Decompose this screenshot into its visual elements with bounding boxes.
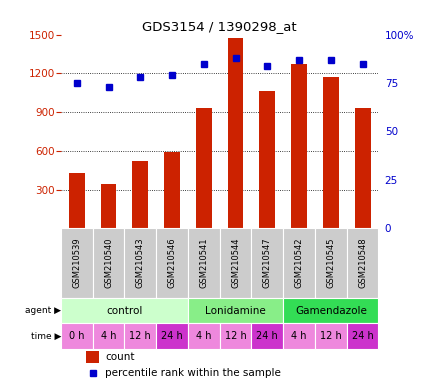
Bar — [92, 228, 124, 298]
Bar — [156, 323, 187, 349]
Text: count: count — [105, 352, 135, 362]
Text: 24 h: 24 h — [161, 331, 183, 341]
Bar — [227, 38, 243, 228]
Bar — [219, 323, 251, 349]
Bar — [61, 228, 92, 298]
Text: GSM210541: GSM210541 — [199, 238, 208, 288]
Bar — [283, 298, 378, 323]
Bar — [61, 323, 92, 349]
Bar — [195, 108, 211, 228]
Text: GSM210539: GSM210539 — [72, 238, 81, 288]
Bar — [124, 228, 156, 298]
Text: agent ▶: agent ▶ — [25, 306, 61, 315]
Text: percentile rank within the sample: percentile rank within the sample — [105, 368, 281, 378]
Bar — [92, 323, 124, 349]
Text: GSM210546: GSM210546 — [167, 238, 176, 288]
Bar — [69, 173, 85, 228]
Bar — [251, 323, 283, 349]
Bar — [283, 228, 314, 298]
Bar — [156, 228, 187, 298]
Bar — [219, 228, 251, 298]
Bar — [187, 228, 219, 298]
Text: 24 h: 24 h — [351, 331, 373, 341]
Text: GSM210548: GSM210548 — [357, 238, 366, 288]
Bar — [124, 323, 156, 349]
Bar — [346, 228, 378, 298]
Bar — [290, 64, 306, 228]
Bar — [354, 108, 370, 228]
Bar — [187, 298, 283, 323]
Bar — [132, 161, 148, 228]
Bar — [314, 323, 346, 349]
Bar — [259, 91, 275, 228]
Bar — [100, 184, 116, 228]
Bar — [187, 323, 219, 349]
Text: 24 h: 24 h — [256, 331, 278, 341]
Text: 12 h: 12 h — [319, 331, 341, 341]
Text: 12 h: 12 h — [224, 331, 246, 341]
Text: 4 h: 4 h — [291, 331, 306, 341]
Bar — [61, 298, 187, 323]
Text: control: control — [106, 306, 142, 316]
Title: GDS3154 / 1390298_at: GDS3154 / 1390298_at — [142, 20, 296, 33]
Text: 12 h: 12 h — [129, 331, 151, 341]
Text: Gamendazole: Gamendazole — [294, 306, 366, 316]
Text: GSM210547: GSM210547 — [262, 238, 271, 288]
Bar — [314, 228, 346, 298]
Bar — [164, 152, 180, 228]
Text: 0 h: 0 h — [69, 331, 84, 341]
Text: GSM210545: GSM210545 — [326, 238, 335, 288]
Text: GSM210544: GSM210544 — [230, 238, 240, 288]
Bar — [283, 323, 314, 349]
Bar — [86, 351, 99, 363]
Text: GSM210543: GSM210543 — [135, 238, 145, 288]
Text: GSM210542: GSM210542 — [294, 238, 303, 288]
Text: 4 h: 4 h — [101, 331, 116, 341]
Bar — [251, 228, 283, 298]
Text: GSM210540: GSM210540 — [104, 238, 113, 288]
Bar — [346, 323, 378, 349]
Text: 4 h: 4 h — [196, 331, 211, 341]
Bar — [322, 76, 338, 228]
Text: Lonidamine: Lonidamine — [205, 306, 265, 316]
Text: time ▶: time ▶ — [30, 331, 61, 341]
